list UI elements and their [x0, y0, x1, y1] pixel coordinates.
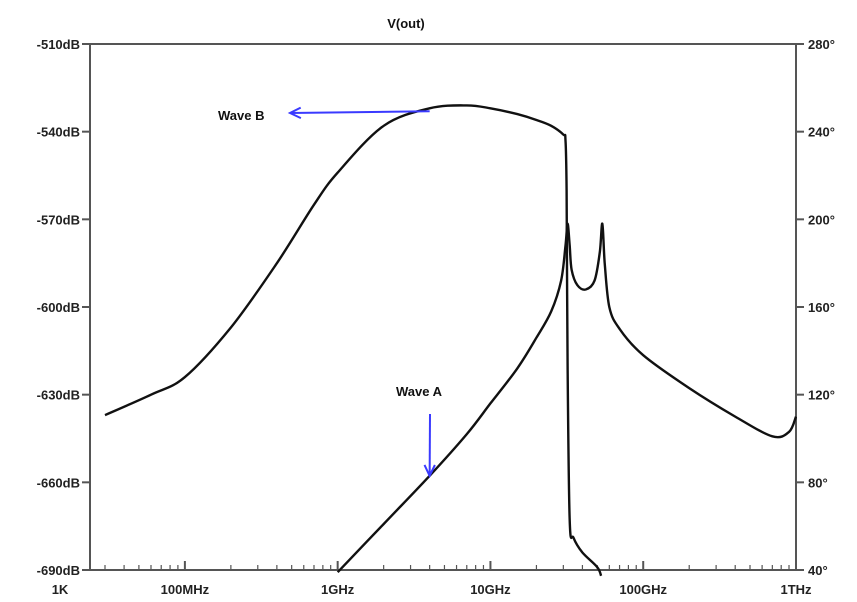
annotation-layer: Wave B Wave A	[218, 106, 443, 479]
right-tick-label: 40°	[808, 563, 828, 578]
x-tick-label: 1GHz	[321, 582, 355, 597]
left-tick-label: -570dB	[37, 212, 80, 227]
left-tick-label: -510dB	[37, 37, 80, 52]
x-tick-label: 100MHz	[161, 582, 210, 597]
series-wave-b-line	[104, 104, 603, 577]
left-tick-label: -660dB	[37, 475, 80, 490]
x-tick-label: 10GHz	[470, 582, 511, 597]
x-axis: 1K 100MHz 1GHz 10GHz 100GHz 1THz	[52, 561, 812, 597]
chart-title: V(out)	[387, 16, 425, 31]
x-tick-label: 100GHz	[619, 582, 667, 597]
left-tick-label: -540dB	[37, 125, 80, 140]
right-tick-label: 280°	[808, 37, 835, 52]
right-tick-label: 120°	[808, 388, 835, 403]
right-tick-label: 160°	[808, 300, 835, 315]
right-tick-label: 200°	[808, 212, 835, 227]
wave-b-label: Wave B	[218, 108, 264, 123]
wave-b-arrow-head	[287, 106, 302, 120]
series-layer	[104, 104, 798, 577]
wave-a-label: Wave A	[396, 384, 443, 399]
right-tick-label: 80°	[808, 475, 828, 490]
left-tick-label: -600dB	[37, 300, 80, 315]
x-tick-label: 1THz	[780, 582, 812, 597]
left-axis: -510dB -540dB -570dB -600dB -630dB -660dB -690…	[37, 37, 90, 578]
right-tick-label: 240°	[808, 125, 835, 140]
right-axis: 280° 240° 200° 160° 120° 80° 40°	[796, 37, 835, 578]
x-tick-label: 1K	[52, 582, 69, 597]
left-tick-label: -630dB	[37, 388, 80, 403]
wave-b-arrow-shaft	[289, 110, 430, 114]
wave-a-arrow-head	[423, 464, 436, 479]
series-wave-a-line	[336, 222, 798, 574]
left-tick-label: -690dB	[37, 563, 80, 578]
